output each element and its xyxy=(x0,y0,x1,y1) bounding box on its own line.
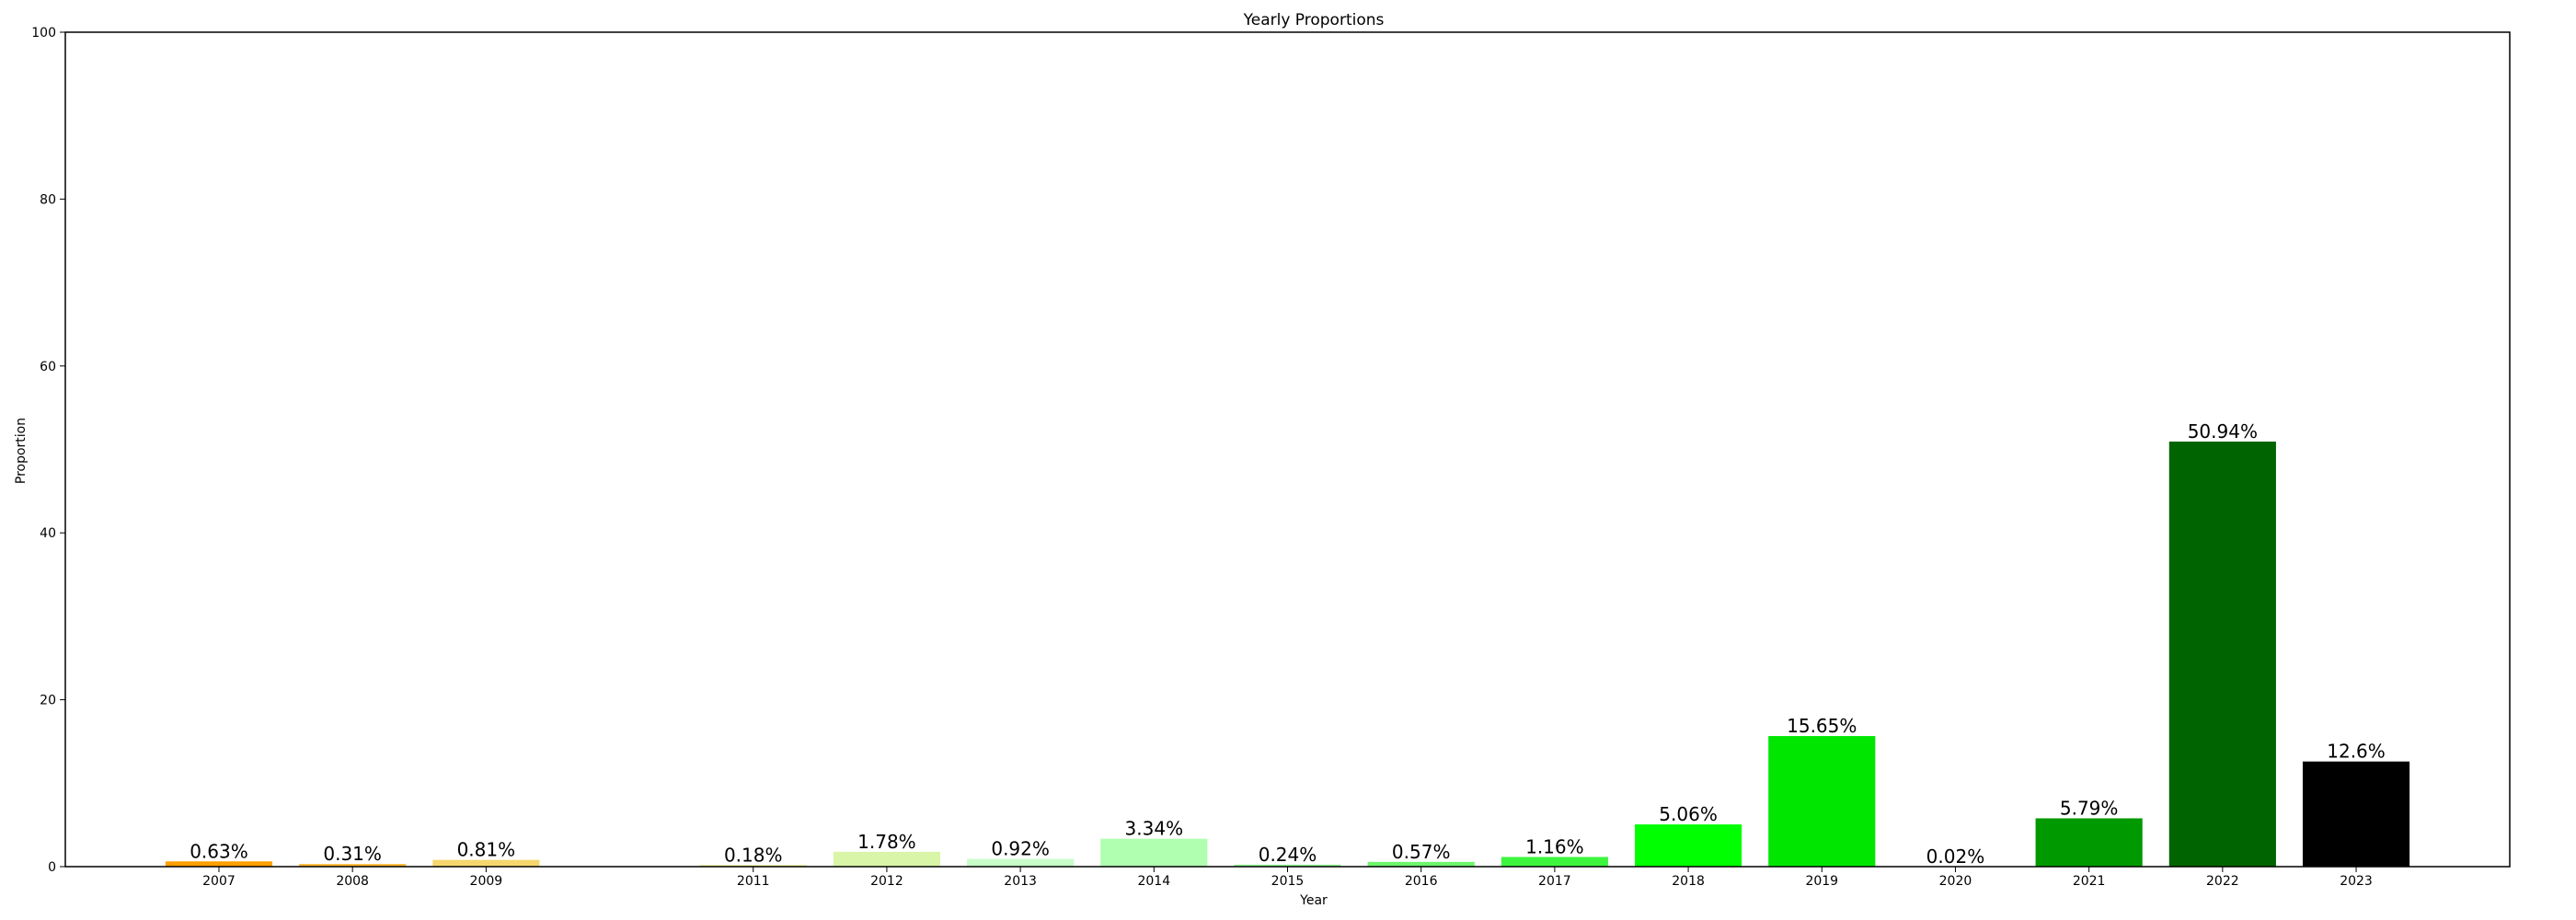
x-axis-label: Year xyxy=(1299,893,1328,908)
x-tick-label: 2020 xyxy=(1939,874,1972,889)
data-label-2019: 15.65% xyxy=(1787,715,1857,737)
x-tick-label: 2015 xyxy=(1271,874,1305,889)
bar-2023 xyxy=(2302,761,2410,867)
x-tick-label: 2023 xyxy=(2340,874,2373,889)
x-tick-label: 2014 xyxy=(1137,874,1170,889)
data-label-2011: 0.18% xyxy=(724,844,783,866)
bar-2007 xyxy=(165,861,273,867)
plot-frame xyxy=(64,31,2511,868)
data-label-2021: 5.79% xyxy=(2060,797,2119,819)
bar-2019 xyxy=(1768,736,1876,867)
bar-2018 xyxy=(1634,824,1742,867)
x-tick-label: 2012 xyxy=(870,874,903,889)
x-tick-label: 2019 xyxy=(1805,874,1838,889)
bar-2015 xyxy=(1234,864,1341,867)
x-axis: 2007 2008 2009 2011 2012 2013 2014 2015 2016 2017… xyxy=(202,867,2373,889)
y-tick-label: 100 xyxy=(31,26,56,40)
bar-series: 0.63% 0.31% 0.81% 0.18% 1.78% 0.92% 3.34% 0.24%… xyxy=(165,420,2410,868)
y-tick-label: 80 xyxy=(40,192,56,207)
y-axis-label: Proportion xyxy=(14,418,29,484)
x-tick-label: 2021 xyxy=(2073,874,2106,889)
data-label-2013: 0.92% xyxy=(991,838,1050,860)
bar-2021 xyxy=(2035,818,2143,867)
x-tick-label: 2018 xyxy=(1672,874,1705,889)
data-label-2008: 0.31% xyxy=(323,843,382,865)
y-tick-label: 40 xyxy=(40,526,56,541)
x-tick-label: 2011 xyxy=(737,874,770,889)
x-tick-label: 2016 xyxy=(1405,874,1438,889)
y-tick-label: 60 xyxy=(40,360,56,374)
data-label-2015: 0.24% xyxy=(1259,844,1317,866)
data-label-2018: 5.06% xyxy=(1659,803,1718,825)
x-tick-label: 2017 xyxy=(1538,874,1571,889)
bar-2009 xyxy=(432,859,540,867)
data-label-2020: 0.02% xyxy=(1926,845,1985,868)
data-label-2012: 1.78% xyxy=(857,831,916,853)
x-tick-label: 2008 xyxy=(336,874,369,889)
chart-title: Yearly Proportions xyxy=(1243,11,1385,29)
bar-2011 xyxy=(699,865,807,867)
bar-2012 xyxy=(833,851,941,867)
data-label-2009: 0.81% xyxy=(457,839,516,861)
data-label-2023: 12.6% xyxy=(2327,741,2386,763)
data-label-2017: 1.16% xyxy=(1525,835,1584,857)
y-tick-label: 20 xyxy=(40,694,56,708)
x-tick-label: 2007 xyxy=(202,874,236,889)
bar-2016 xyxy=(1367,861,1475,867)
bar-2022 xyxy=(2168,441,2276,867)
data-label-2016: 0.57% xyxy=(1392,841,1451,863)
y-axis: 0 20 40 60 80 100 xyxy=(31,26,65,875)
data-label-2007: 0.63% xyxy=(190,840,248,862)
x-tick-label: 2013 xyxy=(1004,874,1037,889)
bar-2017 xyxy=(1501,857,1608,867)
bar-2008 xyxy=(299,864,407,867)
y-tick-label: 0 xyxy=(48,860,56,875)
bar-2013 xyxy=(967,858,1075,867)
data-label-2022: 50.94% xyxy=(2188,420,2258,443)
x-tick-label: 2009 xyxy=(470,874,503,889)
x-tick-label: 2022 xyxy=(2206,874,2239,889)
bar-2014 xyxy=(1100,838,1208,867)
data-label-2014: 3.34% xyxy=(1125,818,1184,840)
